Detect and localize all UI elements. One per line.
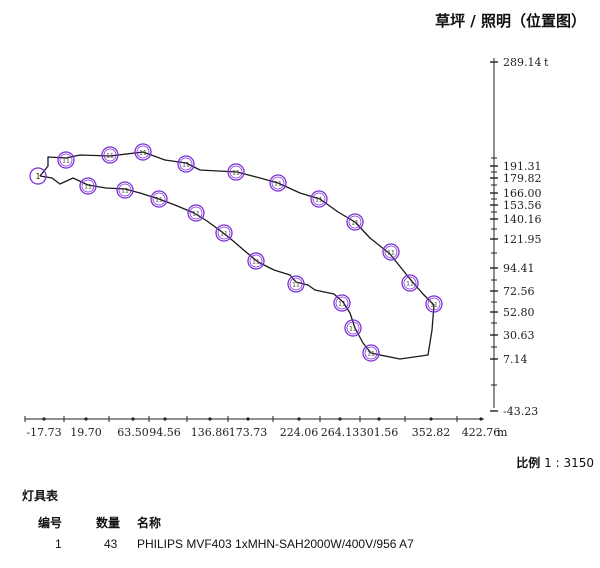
y-tick-label: 179.82 bbox=[503, 172, 542, 185]
light-fixture: 11 bbox=[134, 143, 152, 161]
y-tick-label: 140.16 bbox=[503, 213, 542, 226]
lawn-boundary bbox=[39, 151, 435, 360]
x-tick-label: 422.76 bbox=[462, 426, 501, 439]
page-title: 草坪 / 照明（位置图） bbox=[435, 12, 586, 30]
light-fixture: 11 bbox=[227, 163, 245, 181]
svg-text:1: 1 bbox=[35, 172, 40, 181]
x-tick-mark bbox=[297, 417, 301, 421]
y-tick-label: 52.80 bbox=[503, 306, 535, 319]
legend-header-qty: 数量 bbox=[96, 516, 121, 530]
svg-text:11: 11 bbox=[84, 184, 92, 191]
legend-row-qty: 43 bbox=[104, 537, 118, 551]
x-tick-mark bbox=[208, 417, 212, 421]
light-fixture: 11 bbox=[116, 181, 134, 199]
light-fixture: 11 bbox=[187, 204, 205, 222]
x-tick-label: 224.06 bbox=[280, 426, 319, 439]
y-unit-label: t bbox=[544, 56, 549, 69]
x-tick-label: 173.73 bbox=[229, 426, 268, 439]
x-tick-label: 264.13 bbox=[321, 426, 360, 439]
x-tick-mark bbox=[42, 417, 46, 421]
y-tick-label: 7.14 bbox=[503, 353, 528, 366]
svg-text:11: 11 bbox=[349, 326, 357, 333]
x-tick-label: 63.50 bbox=[117, 426, 149, 439]
light-fixture: 11 bbox=[362, 344, 380, 362]
lawn-outline bbox=[39, 151, 435, 360]
svg-text:11: 11 bbox=[139, 150, 147, 157]
x-axis: -17.73 19.70 63.50 94.56 136.86 173.73 224.06 2… bbox=[24, 416, 508, 439]
y-tick-label: 121.95 bbox=[503, 233, 542, 246]
y-tick-label: 191.31 bbox=[503, 160, 542, 173]
svg-text:11: 11 bbox=[192, 211, 200, 218]
x-unit-label: m bbox=[497, 426, 508, 439]
x-tick-mark bbox=[131, 417, 135, 421]
legend-header-name: 名称 bbox=[137, 516, 162, 530]
light-fixture: 11 bbox=[101, 146, 119, 164]
legend-row-name: PHILIPS MVF403 1xMHN-SAH2000W/400V/956 A… bbox=[137, 537, 414, 551]
x-tick-mark bbox=[246, 417, 250, 421]
y-tick-label: -43.23 bbox=[503, 405, 538, 418]
x-tick-mark bbox=[163, 417, 167, 421]
svg-text:11: 11 bbox=[232, 170, 240, 177]
svg-text:11: 11 bbox=[387, 250, 395, 257]
light-fixture: 11 bbox=[150, 190, 168, 208]
x-tick-mark bbox=[84, 417, 88, 421]
svg-text:11: 11 bbox=[62, 158, 70, 165]
svg-text:11: 11 bbox=[367, 351, 375, 358]
light-fixture: 11 bbox=[333, 294, 351, 312]
svg-text:11: 11 bbox=[220, 231, 228, 238]
x-tick-label: 94.56 bbox=[149, 426, 181, 439]
light-fixture: 11 bbox=[425, 295, 443, 313]
light-fixture: 11 bbox=[269, 174, 287, 192]
svg-text:11: 11 bbox=[274, 181, 282, 188]
y-tick-label: 72.56 bbox=[503, 285, 535, 298]
svg-text:11: 11 bbox=[106, 153, 114, 160]
light-fixture: 11 bbox=[344, 319, 362, 337]
scale-note: 比例 1 : 3150 bbox=[516, 454, 594, 471]
scale-value: 1 : 3150 bbox=[544, 456, 594, 470]
y-tick-label: 289.14 bbox=[503, 56, 542, 69]
start-marker: 1 bbox=[29, 167, 47, 185]
svg-text:11: 11 bbox=[182, 162, 190, 169]
x-tick-label: -17.73 bbox=[26, 426, 61, 439]
svg-text:11: 11 bbox=[121, 188, 129, 195]
y-tick-label: 30.63 bbox=[503, 329, 535, 342]
y-tick-label: 166.00 bbox=[503, 187, 542, 200]
svg-text:11: 11 bbox=[315, 197, 323, 204]
light-fixture: 11 bbox=[79, 177, 97, 195]
legend-row-id: 1 bbox=[55, 537, 62, 551]
x-tick-mark bbox=[429, 417, 433, 421]
x-tick-label: 301.56 bbox=[360, 426, 399, 439]
y-tick-label: 94.41 bbox=[503, 262, 535, 275]
light-fixture: 11 bbox=[247, 252, 265, 270]
x-tick-label: 19.70 bbox=[70, 426, 102, 439]
x-tick-mark bbox=[377, 417, 381, 421]
legend-header-id: 编号 bbox=[38, 516, 63, 530]
svg-text:11: 11 bbox=[252, 259, 260, 266]
svg-text:11: 11 bbox=[155, 197, 163, 204]
light-fixture: 11 bbox=[215, 224, 233, 242]
svg-text:11: 11 bbox=[430, 302, 438, 309]
light-fixture: 11 bbox=[287, 275, 305, 293]
x-tick-mark bbox=[479, 417, 483, 421]
light-fixture: 11 bbox=[177, 155, 195, 173]
svg-text:11: 11 bbox=[338, 301, 346, 308]
svg-text:11: 11 bbox=[351, 220, 359, 227]
scale-label: 比例 bbox=[516, 456, 541, 470]
x-tick-label: 136.86 bbox=[191, 426, 230, 439]
x-tick-label: 352.82 bbox=[412, 426, 451, 439]
light-fixture: 11 bbox=[382, 243, 400, 261]
y-tick-label: 153.56 bbox=[503, 199, 542, 212]
svg-text:11: 11 bbox=[292, 282, 300, 289]
light-fixture: 11 bbox=[310, 190, 328, 208]
light-fixture: 11 bbox=[401, 274, 419, 292]
x-tick-mark bbox=[338, 417, 342, 421]
light-fixture: 11 bbox=[57, 151, 75, 169]
svg-text:11: 11 bbox=[406, 281, 414, 288]
legend-title: 灯具表 bbox=[22, 489, 59, 503]
light-fixture: 11 bbox=[346, 213, 364, 231]
